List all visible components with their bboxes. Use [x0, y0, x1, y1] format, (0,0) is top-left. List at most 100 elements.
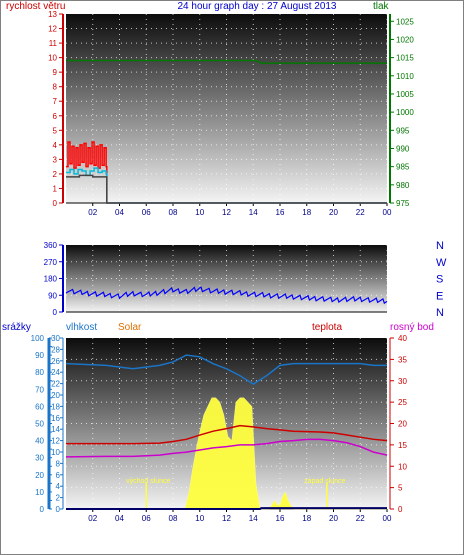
- wind-tick-label: 10: [48, 54, 57, 63]
- humidity-tick-label: 10: [51, 448, 60, 457]
- wind-tick-label: 8: [53, 83, 58, 92]
- humidity-tick-label: 28: [51, 345, 60, 354]
- rain-tick-label: 80: [35, 368, 44, 377]
- humidity-tick-label: 26: [51, 357, 60, 366]
- direction-tick-label: 360: [44, 241, 58, 250]
- weather-xtick-label: 04: [115, 514, 124, 523]
- pressure-tick-label: 1010: [396, 72, 414, 81]
- humidity-axis-title: vlhkost: [66, 322, 97, 333]
- wind-tick-label: 12: [48, 25, 57, 34]
- series-humidity: [65, 354, 387, 386]
- wind-xtick-label: 22: [356, 208, 365, 217]
- temp-tick-label: 15: [398, 441, 407, 450]
- wind-tick-label: 2: [53, 170, 58, 179]
- weather-xtick-label: 12: [222, 514, 231, 523]
- humidity-tick-label: 4: [56, 482, 61, 491]
- sunrise-label: východ slunce: [126, 478, 170, 485]
- rain-tick-label: 60: [35, 402, 44, 411]
- wind-tick-label: 3: [53, 155, 58, 164]
- humidity-tick-label: 16: [51, 414, 60, 423]
- wind-tick-label: 9: [53, 68, 58, 77]
- pressure-tick-label: 1025: [396, 17, 414, 26]
- weather-xtick-label: 08: [169, 514, 178, 523]
- compass-label: N: [436, 240, 444, 252]
- wind-tick-label: 5: [53, 126, 58, 135]
- wind-xtick-label: 16: [276, 208, 285, 217]
- series-rain: [66, 507, 387, 510]
- wind-tick-label: 13: [48, 10, 57, 19]
- direction-tick-label: 0: [53, 308, 58, 317]
- weather-xtick-label: 22: [356, 514, 365, 523]
- humidity-tick-label: 24: [51, 368, 60, 377]
- wind-pressure-chart: 0123456789101112139759809859909951000100…: [48, 10, 414, 217]
- weather-xtick-label: 16: [276, 514, 285, 523]
- temp-tick-label: 35: [398, 355, 407, 364]
- direction-tick-label: 90: [48, 291, 57, 300]
- rain-tick-label: 30: [35, 454, 44, 463]
- weather-xtick-label: 20: [329, 514, 338, 523]
- humidity-tick-label: 22: [51, 380, 60, 389]
- pressure-tick-label: 975: [396, 199, 410, 208]
- temp-tick-label: 30: [398, 377, 407, 386]
- dewpoint-axis-title: rosný bod: [390, 322, 434, 333]
- wind-xtick-label: 20: [329, 208, 338, 217]
- wind-xtick-label: 04: [115, 208, 124, 217]
- direction-tick-label: 180: [44, 275, 58, 284]
- weather-xtick-label: 14: [249, 514, 258, 523]
- series-solar: [66, 397, 387, 510]
- series-wind: [66, 167, 387, 204]
- compass-label: S: [436, 274, 443, 286]
- wind-tick-label: 6: [53, 112, 58, 121]
- wind-xtick-label: 10: [195, 208, 204, 217]
- wind-xtick-label: 18: [302, 208, 311, 217]
- wind-axis-title: rychlost větru: [6, 1, 65, 12]
- rain-tick-label: 100: [31, 334, 45, 343]
- page-title: 24 hour graph day : 27 August 2013: [177, 1, 336, 12]
- pressure-tick-label: 1005: [396, 90, 414, 99]
- humidity-tick-label: 8: [56, 459, 61, 468]
- temp-tick-label: 40: [398, 334, 407, 343]
- compass-label: N: [436, 307, 444, 319]
- temp-tick-label: 0: [398, 505, 403, 514]
- humidity-tick-label: 2: [56, 494, 61, 503]
- humidity-tick-label: 6: [56, 471, 61, 480]
- humidity-tick-label: 0: [56, 505, 61, 514]
- weather-xtick-label: 02: [88, 514, 97, 523]
- weather-xtick-label: 06: [142, 514, 151, 523]
- humidity-tick-label: 12: [51, 437, 60, 446]
- pressure-tick-label: 980: [396, 181, 410, 190]
- rain-tick-label: 50: [35, 420, 44, 429]
- pressure-tick-label: 1015: [396, 54, 414, 63]
- series-dewpoint: [65, 438, 388, 458]
- wind-tick-label: 7: [53, 97, 58, 106]
- pressure-tick-label: 1000: [396, 108, 414, 117]
- pressure-tick-label: 990: [396, 144, 410, 153]
- direction-tick-label: 270: [44, 258, 58, 267]
- compass-label: W: [436, 257, 447, 269]
- series-wind-avg: [66, 174, 387, 204]
- weather-xtick-label: 10: [195, 514, 204, 523]
- humidity-tick-label: 30: [51, 334, 60, 343]
- compass-label: E: [436, 290, 443, 302]
- rain-axis-title: srážky: [2, 322, 31, 333]
- rain-tick-label: 40: [35, 437, 44, 446]
- temp-tick-label: 25: [398, 398, 407, 407]
- humidity-temperature-solar-chart: 0102030405060708090100024681012141618202…: [31, 334, 408, 523]
- wind-xtick-label: 00: [383, 208, 392, 217]
- wind-xtick-label: 14: [249, 208, 258, 217]
- wind-xtick-label: 06: [142, 208, 151, 217]
- temp-tick-label: 20: [398, 420, 407, 429]
- wind-tick-label: 0: [53, 199, 58, 208]
- sunset-label: západ slunce: [304, 478, 345, 485]
- pressure-axis-title: tlak: [373, 1, 390, 12]
- temp-tick-label: 10: [398, 462, 407, 471]
- rain-tick-label: 10: [35, 488, 44, 497]
- humidity-tick-label: 14: [51, 425, 60, 434]
- pressure-tick-label: 995: [396, 126, 410, 135]
- series-pressure: [66, 59, 387, 64]
- wind-plot-bg: [66, 14, 387, 203]
- rain-tick-label: 0: [40, 505, 45, 514]
- wind-xtick-label: 12: [222, 208, 231, 217]
- temperature-axis-title: teplota: [312, 322, 342, 333]
